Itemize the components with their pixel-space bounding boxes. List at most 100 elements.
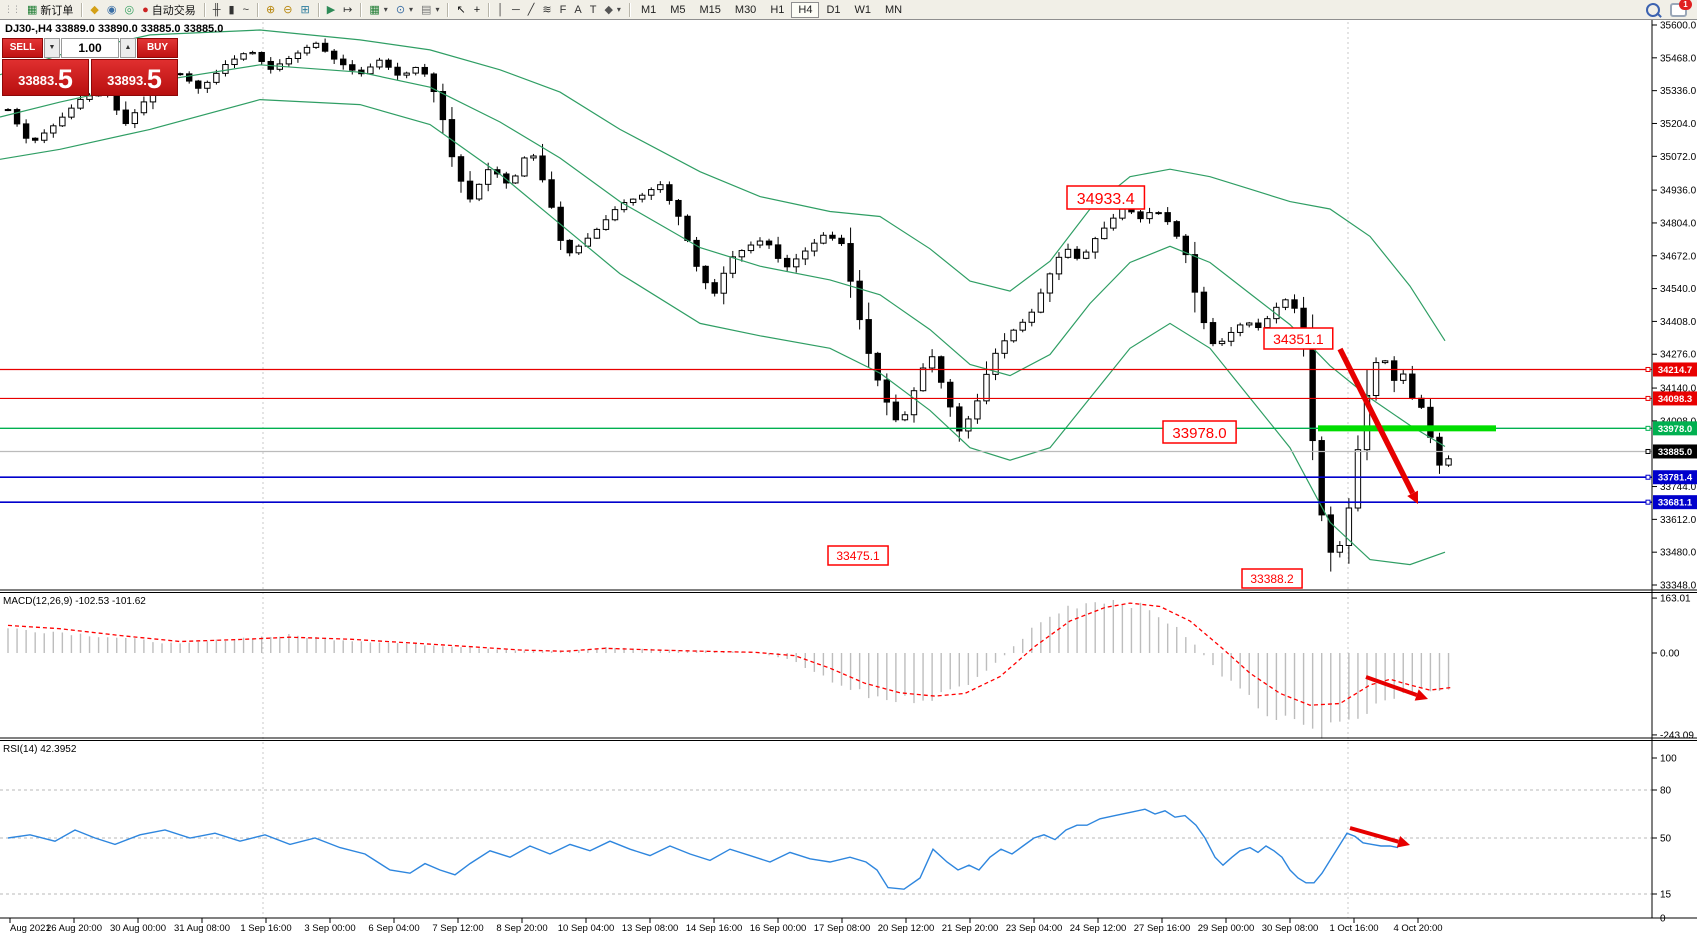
svg-text:1 Oct 16:00: 1 Oct 16:00 (1329, 923, 1378, 934)
auto-trading-button[interactable]: ● 自动交易 (138, 0, 200, 20)
timeframe-m5-button[interactable]: M5 (670, 3, 686, 16)
svg-text:35204.0: 35204.0 (1660, 119, 1697, 130)
level-connector-square (1645, 425, 1651, 431)
zoom-out-button[interactable]: ⊖ (279, 0, 296, 20)
candlestick-button[interactable]: ▮ (225, 0, 239, 20)
timeframe-w1-button[interactable]: W1 (854, 3, 872, 16)
chart-header: DJ30-,H4 33889.0 33890.0 33885.0 33885.0 (5, 23, 223, 35)
sell-button[interactable]: SELL (2, 38, 43, 58)
svg-text:33978.0: 33978.0 (1172, 425, 1226, 442)
dropdown-arrow-icon: ▾ (409, 5, 414, 14)
templates-button[interactable]: ▤ ▾ (417, 0, 443, 20)
trendline-icon: ╱ (527, 3, 535, 16)
horizontal-level-lines[interactable] (0, 368, 1652, 503)
indicators-button[interactable]: ▦ ▾ (365, 0, 391, 20)
vertical-line-button[interactable]: │ (493, 0, 508, 20)
auto-trading-icon: ● (142, 3, 149, 16)
svg-text:30 Aug 00:00: 30 Aug 00:00 (110, 923, 166, 934)
toolbar-separator (447, 2, 449, 17)
lot-increase-button[interactable]: ▲ (120, 38, 136, 58)
chart-shift-button[interactable]: ↦ (339, 0, 356, 20)
annotation-box[interactable] (1162, 420, 1237, 444)
accounts-button[interactable]: ◉ (103, 0, 121, 20)
svg-text:50: 50 (1660, 834, 1672, 845)
indicators-icon: ▦ (369, 3, 380, 16)
annotation-box[interactable] (1263, 327, 1334, 350)
lot-size-input[interactable]: 1.00 (61, 38, 119, 58)
auto-scroll-button[interactable]: ▶ (323, 0, 339, 20)
svg-text:34804.0: 34804.0 (1660, 218, 1697, 229)
sell-price-button[interactable]: 33883. 5 (2, 59, 89, 96)
chart-canvas[interactable]: MACD(12,26,9) -102.53 -101.62 RSI(14) 42.… (0, 20, 1697, 936)
search-icon[interactable] (1646, 2, 1660, 17)
svg-text:34540.0: 34540.0 (1660, 284, 1697, 295)
lot-decrease-button[interactable]: ▼ (44, 38, 60, 58)
signals-icon: ◎ (124, 3, 135, 16)
timeframe-mn-button[interactable]: MN (885, 3, 903, 16)
chart-window[interactable]: MACD(12,26,9) -102.53 -101.62 RSI(14) 42.… (0, 20, 1697, 936)
svg-text:33348.0: 33348.0 (1660, 581, 1697, 592)
bar-chart-button[interactable]: ╫ (209, 0, 225, 20)
chart-shift-icon: ↦ (343, 3, 353, 16)
svg-text:13 Sep 08:00: 13 Sep 08:00 (622, 923, 679, 934)
line-chart-icon: ~ (242, 3, 250, 16)
timeframe-h4-button[interactable]: H4 (791, 1, 820, 18)
buy-price-button[interactable]: 33893. 5 (91, 59, 178, 96)
level-connector-square (1645, 395, 1651, 401)
annotation-box[interactable] (827, 545, 889, 566)
toolbar-separator (203, 2, 205, 17)
buy-button[interactable]: BUY (137, 38, 178, 58)
crosshair-button[interactable]: + (470, 0, 484, 20)
text-label-button[interactable]: T (586, 0, 601, 20)
svg-text:DJ30-,H4 33889.0 33890.0 3388: DJ30-,H4 33889.0 33890.0 33885.0 33885.0 (5, 23, 223, 35)
trendline-button[interactable]: ╱ (524, 0, 539, 20)
timeframe-m30-button[interactable]: M30 (734, 3, 757, 16)
notifications-icon[interactable]: 1 (1670, 0, 1692, 17)
svg-text:RSI(14) 42.3952: RSI(14) 42.3952 (3, 744, 77, 755)
periods-button[interactable]: ⊙ ▾ (392, 0, 417, 20)
level-connector-square (1645, 499, 1651, 505)
periods-icon: ⊙ (395, 3, 406, 16)
svg-text:0.00: 0.00 (1660, 649, 1680, 660)
fibonacci-button[interactable]: F (556, 0, 571, 20)
svg-text:34276.0: 34276.0 (1660, 350, 1697, 361)
text-button[interactable]: A (570, 0, 585, 20)
timeframe-m15-button[interactable]: M15 (699, 3, 721, 16)
price-badge (1653, 391, 1697, 406)
timeframe-m1-button[interactable]: M1 (640, 3, 657, 16)
svg-text:34140.0: 34140.0 (1660, 384, 1697, 395)
tile-windows-button[interactable]: ⊞ (296, 0, 313, 20)
svg-text:15: 15 (1660, 890, 1672, 901)
signals-button[interactable]: ◎ (120, 0, 138, 20)
svg-text:34408.0: 34408.0 (1660, 317, 1697, 328)
svg-text:35336.0: 35336.0 (1660, 86, 1697, 97)
new-order-button[interactable]: ▦ 新订单 (23, 0, 77, 20)
market-watch-button[interactable]: ◆ (86, 0, 102, 20)
timeframe-d1-button[interactable]: D1 (826, 3, 841, 16)
annotation-box[interactable] (1066, 185, 1146, 210)
arrows-tool-button[interactable]: ◆ ▾ (600, 0, 624, 20)
toolbar-grip[interactable]: ⋮⋮ (4, 4, 21, 14)
templates-icon: ▤ (421, 3, 432, 16)
equidistant-channel-button[interactable]: ≋ (538, 0, 555, 20)
timeframe-h1-button[interactable]: H1 (770, 3, 785, 16)
annotation-box[interactable] (1241, 568, 1303, 589)
trend-arrows[interactable] (1337, 347, 1428, 848)
bar-chart-icon: ╫ (212, 3, 221, 16)
line-chart-button[interactable]: ~ (239, 0, 253, 20)
arrows-tool-icon: ◆ (604, 3, 613, 16)
vertical-line-icon: │ (497, 3, 504, 16)
price-axis[interactable]: 35600.0 35468.0 35336.0 35204.0 35072.0 34936… (1645, 21, 1697, 925)
zoom-in-button[interactable]: ⊕ (262, 0, 279, 20)
cursor-button[interactable]: ↖ (452, 0, 469, 20)
svg-text:33612.0: 33612.0 (1660, 515, 1697, 526)
price-annotations[interactable]: 34933.4 34351.1 33978.0 33475.1 33388.2 (827, 185, 1334, 589)
svg-text:35072.0: 35072.0 (1660, 152, 1697, 163)
thick-green-level-segment[interactable] (1318, 425, 1496, 432)
horizontal-line-button[interactable]: ─ (508, 0, 524, 20)
svg-text:35468.0: 35468.0 (1660, 53, 1697, 64)
sell-price-main: 33883. (18, 73, 58, 88)
toolbar-separator (488, 2, 490, 17)
dropdown-arrow-icon: ▾ (616, 5, 621, 14)
